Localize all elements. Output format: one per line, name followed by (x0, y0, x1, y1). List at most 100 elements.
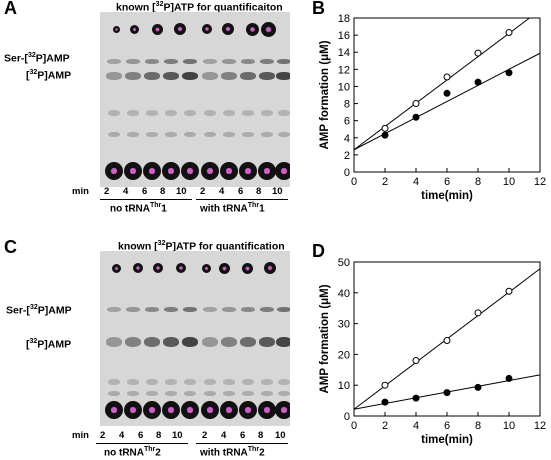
faint-band (204, 379, 216, 385)
ser-amp-band (126, 307, 140, 312)
ser-amp-band (203, 307, 217, 312)
atp-standard-spot (241, 262, 253, 274)
y-tick-label: 18 (338, 13, 350, 25)
faint-band-lower (127, 132, 139, 137)
x-tick-label: 4 (413, 420, 419, 432)
lane-label: 4 (221, 430, 227, 441)
faint-band-lower (165, 391, 177, 396)
lane-label: 6 (238, 186, 244, 197)
x-tick-label: 6 (444, 176, 450, 188)
faint-band (261, 110, 273, 116)
atp-standard-spot (264, 262, 276, 274)
amp-band (163, 72, 179, 80)
faint-band-lower (108, 391, 120, 396)
data-point-filled (505, 374, 513, 382)
x-tick-label: 8 (475, 176, 481, 188)
lane-label: 8 (258, 430, 264, 441)
faint-band-lower (204, 391, 216, 396)
cond-rule-left-a (100, 199, 192, 200)
data-point-open (443, 337, 451, 345)
ser-amp-band (183, 307, 197, 312)
faint-band (108, 110, 120, 116)
y-tick-label: 10 (338, 81, 350, 93)
origin-spot (275, 401, 290, 419)
data-point-open (474, 49, 482, 57)
y-tick-label: 20 (338, 349, 350, 361)
faint-band (278, 379, 290, 385)
atp-standard-spot (222, 23, 234, 35)
data-point-open (381, 124, 389, 132)
cond-rule-right-a (196, 199, 288, 200)
atp-standard-spot (201, 263, 211, 273)
origin-spot (220, 162, 238, 180)
x-tick-label: 6 (444, 420, 450, 432)
ser-amp-band (260, 307, 274, 312)
faint-band (184, 110, 196, 116)
ser-amp-band (164, 59, 178, 64)
ser-amp-band (241, 59, 255, 64)
faint-band (278, 110, 290, 116)
y-axis-label: AMP formation (μM) (319, 284, 331, 393)
lane-label: 2 (200, 186, 206, 197)
y-tick-label: 14 (338, 47, 350, 59)
lane-label: 2 (202, 430, 208, 441)
origin-spot (201, 162, 219, 180)
lane-label: 10 (275, 430, 286, 441)
lane-label: 6 (240, 430, 246, 441)
atp-standard-spot (174, 23, 186, 35)
condition-label-no-trna-c: no tRNAThr2 (104, 446, 161, 459)
faint-band (146, 379, 158, 385)
data-point-open (505, 29, 513, 37)
atp-standard-spot (151, 23, 163, 35)
band-label-amp-a: [32P]AMP (26, 69, 72, 82)
x-tick-label: 2 (382, 420, 388, 432)
data-point-filled (505, 69, 513, 77)
x-tick-label: 10 (503, 176, 515, 188)
ser-amp-band (260, 59, 274, 64)
amp-band (276, 72, 290, 80)
faint-band-lower (184, 132, 196, 137)
data-point-open (412, 357, 420, 365)
y-tick-label: 6 (344, 116, 350, 128)
origin-spot (105, 401, 123, 419)
y-tick-label: 10 (338, 380, 350, 392)
atp-standard-spot (176, 263, 186, 273)
origin-spot (181, 162, 199, 180)
amp-band (202, 72, 218, 80)
ser-amp-band (183, 59, 197, 64)
amp-band (259, 72, 275, 80)
ser-amp-band (222, 307, 236, 312)
amp-band (240, 72, 256, 80)
min-label: min (72, 430, 89, 441)
band-label-ser-amp-a: Ser-[32P]AMP (4, 52, 70, 65)
chart-d: 0 2 4 6 8 10 12 0 10 20 30 40 50 time(min) AMP formati… (319, 257, 546, 446)
faint-band-lower (242, 132, 254, 137)
band-label-amp-c: [32P]AMP (26, 338, 72, 351)
panel-label-c: C (4, 237, 17, 257)
faint-band-lower (184, 391, 196, 396)
faint-band-lower (127, 391, 139, 396)
chart-b: 0 2 4 6 8 10 12 0 2 4 6 8 10 12 14 16 18 time(min) AMP for… (319, 13, 546, 202)
amp-band (125, 72, 141, 80)
atp-standard-spot (111, 263, 121, 273)
origin-spot (220, 401, 238, 419)
origin-spot (124, 162, 142, 180)
band-label-ser-amp-c: Ser-[32P]AMP (6, 304, 72, 317)
faint-band (165, 379, 177, 385)
x-tick-label: 4 (413, 176, 419, 188)
data-point-open (412, 100, 420, 108)
data-point-filled (474, 383, 482, 391)
amp-band (221, 337, 237, 347)
faint-band (242, 110, 254, 116)
x-axis-label: time(min) (421, 434, 473, 446)
origin-spot (239, 401, 257, 419)
amp-band (163, 337, 179, 347)
faint-band (261, 379, 273, 385)
faint-band (127, 110, 139, 116)
y-tick-label: 12 (338, 64, 350, 76)
lane-label: 10 (172, 430, 183, 441)
atp-standard-spot (133, 263, 143, 273)
lane-label: 6 (138, 430, 144, 441)
lane-label: 4 (219, 186, 225, 197)
y-tick-label: 0 (344, 167, 350, 179)
